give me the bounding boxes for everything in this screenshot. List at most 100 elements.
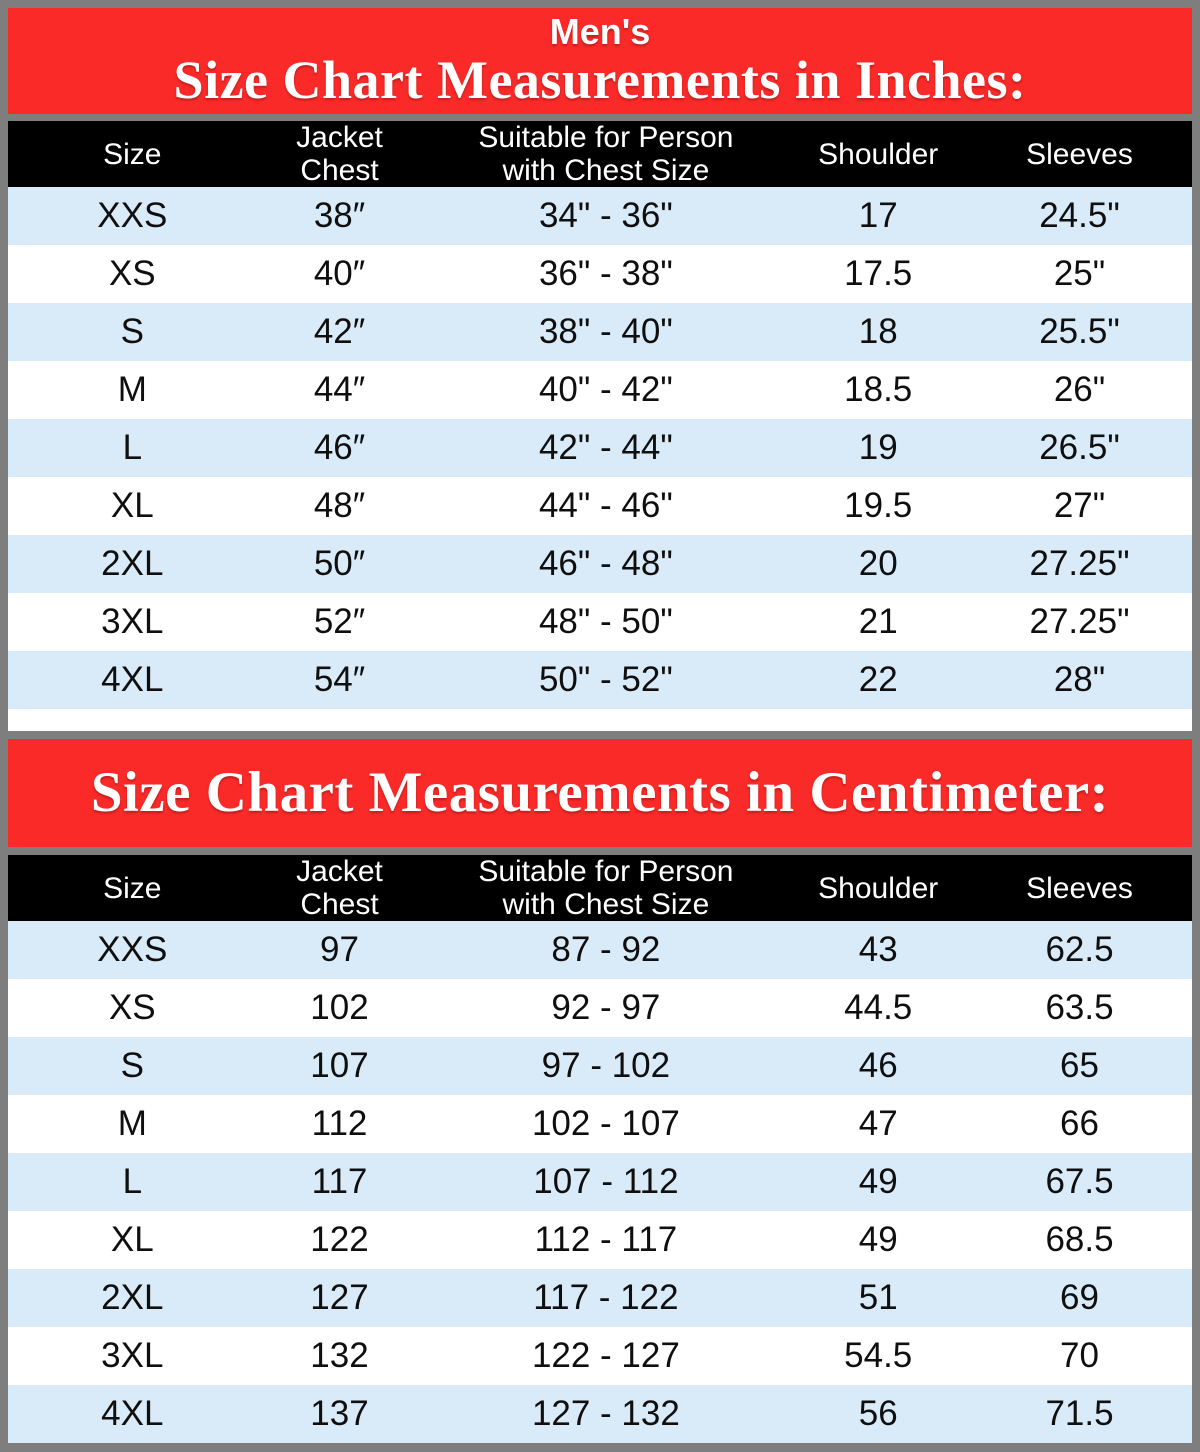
- cell-sleeves: 66: [967, 1095, 1192, 1153]
- cell-sleeves: 70: [967, 1327, 1192, 1385]
- cell-size: 3XL: [8, 1327, 257, 1385]
- cell-chest-range: 34" - 36": [422, 187, 790, 245]
- cell-shoulder: 22: [789, 651, 967, 709]
- cell-chest-range: 97 - 102: [422, 1037, 790, 1095]
- cell-jacket-chest: 44″: [256, 361, 423, 419]
- cell-shoulder: 54.5: [789, 1327, 967, 1385]
- cell-shoulder: 47: [789, 1095, 967, 1153]
- cell-size: XS: [8, 979, 257, 1037]
- cell-chest-range: 122 - 127: [422, 1327, 790, 1385]
- cell-sleeves: 63.5: [967, 979, 1192, 1037]
- cell-shoulder: 17: [789, 187, 967, 245]
- cell-jacket-chest: 122: [256, 1211, 423, 1269]
- cell-size: 3XL: [8, 593, 257, 651]
- cell-jacket-chest: 46″: [256, 419, 423, 477]
- cell-chest-range: 48" - 50": [422, 593, 790, 651]
- cell-shoulder: 46: [789, 1037, 967, 1095]
- inches-header-banner: Men's Size Chart Measurements in Inches:: [8, 8, 1192, 114]
- cell-sleeves: 67.5: [967, 1153, 1192, 1211]
- cm-row-4xl: 4XL 137 127 - 132 56 71.5: [8, 1385, 1192, 1443]
- inches-row-xxs: XXS 38″ 34" - 36" 17 24.5": [8, 187, 1192, 245]
- cell-jacket-chest: 112: [256, 1095, 423, 1153]
- cell-sleeves: 25": [967, 245, 1192, 303]
- cell-jacket-chest: 97: [256, 921, 423, 979]
- cell-size: 4XL: [8, 1385, 257, 1443]
- cell-size: 4XL: [8, 651, 257, 709]
- cell-sleeves: 28": [967, 651, 1192, 709]
- col-header-jacket-chest: Jacket Chest: [256, 855, 423, 921]
- cell-sleeves: 26.5": [967, 419, 1192, 477]
- cell-shoulder: 49: [789, 1153, 967, 1211]
- inches-row-m: M 44″ 40" - 42" 18.5 26": [8, 361, 1192, 419]
- cell-jacket-chest: 38″: [256, 187, 423, 245]
- cell-sleeves: 68.5: [967, 1211, 1192, 1269]
- cell-jacket-chest: 107: [256, 1037, 423, 1095]
- col-header-chest-range-text: Suitable for Person with Chest Size: [478, 121, 734, 187]
- cell-sleeves: 69: [967, 1269, 1192, 1327]
- inches-title: Size Chart Measurements in Inches:: [173, 50, 1027, 110]
- inches-row-xl: XL 48″ 44" - 46" 19.5 27": [8, 477, 1192, 535]
- col-header-chest-range: Suitable for Person with Chest Size: [422, 855, 790, 921]
- cell-sleeves: 27": [967, 477, 1192, 535]
- cell-chest-range: 107 - 112: [422, 1153, 790, 1211]
- cell-chest-range: 42" - 44": [422, 419, 790, 477]
- cell-chest-range: 127 - 132: [422, 1385, 790, 1443]
- cell-shoulder: 20: [789, 535, 967, 593]
- cell-shoulder: 18.5: [789, 361, 967, 419]
- cell-shoulder: 21: [789, 593, 967, 651]
- cell-size: 2XL: [8, 535, 257, 593]
- cell-sleeves: 25.5": [967, 303, 1192, 361]
- cell-chest-range: 87 - 92: [422, 921, 790, 979]
- cell-chest-range: 112 - 117: [422, 1211, 790, 1269]
- cm-row-s: S 107 97 - 102 46 65: [8, 1037, 1192, 1095]
- inches-row-xs: XS 40″ 36" - 38" 17.5 25": [8, 245, 1192, 303]
- cell-sleeves: 24.5": [967, 187, 1192, 245]
- cell-shoulder: 44.5: [789, 979, 967, 1037]
- cm-title: Size Chart Measurements in Centimeter:: [90, 761, 1110, 824]
- inches-row-4xl: 4XL 54″ 50" - 52" 22 28": [8, 651, 1192, 709]
- cell-size: S: [8, 303, 257, 361]
- cell-jacket-chest: 48″: [256, 477, 423, 535]
- cell-chest-range: 40" - 42": [422, 361, 790, 419]
- col-header-size: Size: [8, 121, 257, 187]
- inches-table-bottom-strip: [8, 709, 1192, 731]
- cm-header-banner: Size Chart Measurements in Centimeter:: [8, 739, 1192, 847]
- col-header-sleeves: Sleeves: [967, 855, 1192, 921]
- col-header-jacket-chest: Jacket Chest: [256, 121, 423, 187]
- cm-size-table: Size Jacket Chest Suitable for Person wi…: [8, 855, 1192, 1443]
- cell-chest-range: 44" - 46": [422, 477, 790, 535]
- cell-chest-range: 36" - 38": [422, 245, 790, 303]
- cell-shoulder: 17.5: [789, 245, 967, 303]
- cm-row-2xl: 2XL 127 117 - 122 51 69: [8, 1269, 1192, 1327]
- inches-table-header: Size Jacket Chest Suitable for Person wi…: [8, 121, 1192, 187]
- cell-shoulder: 49: [789, 1211, 967, 1269]
- cell-sleeves: 65: [967, 1037, 1192, 1095]
- cm-row-3xl: 3XL 132 122 - 127 54.5 70: [8, 1327, 1192, 1385]
- cm-table-body: XXS 97 87 - 92 43 62.5 XS 102 92 - 97 44…: [8, 921, 1192, 1443]
- cell-chest-range: 102 - 107: [422, 1095, 790, 1153]
- cell-jacket-chest: 42″: [256, 303, 423, 361]
- col-header-chest-range: Suitable for Person with Chest Size: [422, 121, 790, 187]
- cm-row-xxs: XXS 97 87 - 92 43 62.5: [8, 921, 1192, 979]
- cell-jacket-chest: 127: [256, 1269, 423, 1327]
- cell-jacket-chest: 137: [256, 1385, 423, 1443]
- cell-size: XXS: [8, 921, 257, 979]
- cell-size: XL: [8, 477, 257, 535]
- col-header-shoulder: Shoulder: [789, 121, 967, 187]
- inches-size-table: Size Jacket Chest Suitable for Person wi…: [8, 121, 1192, 709]
- cm-row-m: M 112 102 - 107 47 66: [8, 1095, 1192, 1153]
- inches-table-body: XXS 38″ 34" - 36" 17 24.5" XS 40″ 36" - …: [8, 187, 1192, 709]
- col-header-sleeves: Sleeves: [967, 121, 1192, 187]
- cell-jacket-chest: 40″: [256, 245, 423, 303]
- cell-chest-range: 46" - 48": [422, 535, 790, 593]
- cell-chest-range: 38" - 40": [422, 303, 790, 361]
- cell-sleeves: 27.25": [967, 535, 1192, 593]
- cell-shoulder: 19.5: [789, 477, 967, 535]
- mens-label: Men's: [549, 11, 651, 52]
- cell-chest-range: 117 - 122: [422, 1269, 790, 1327]
- cell-sleeves: 26": [967, 361, 1192, 419]
- cell-size: S: [8, 1037, 257, 1095]
- cell-chest-range: 92 - 97: [422, 979, 790, 1037]
- cell-shoulder: 18: [789, 303, 967, 361]
- cell-jacket-chest: 102: [256, 979, 423, 1037]
